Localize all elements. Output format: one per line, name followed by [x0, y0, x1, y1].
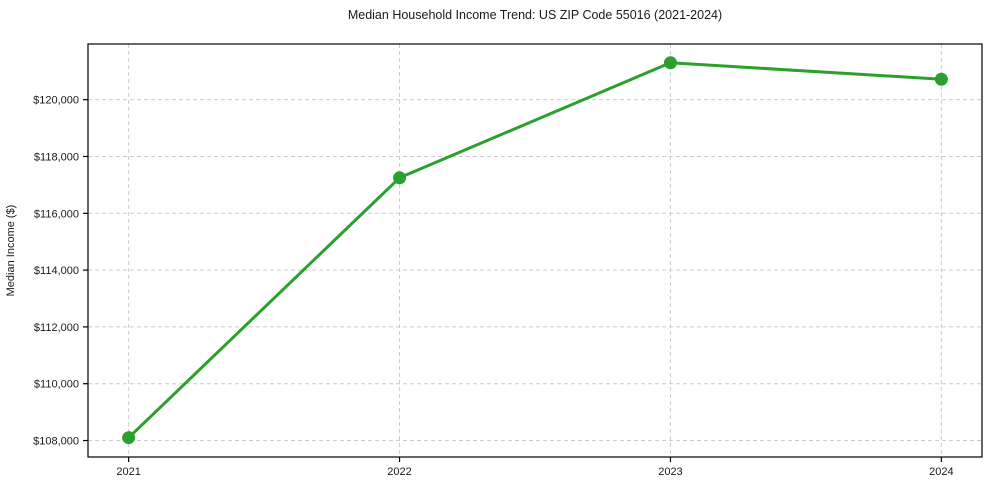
- income-trend-line: [127, 61, 943, 440]
- y-tick-label: $120,000: [33, 95, 79, 107]
- y-tick-label: $110,000: [34, 379, 79, 391]
- y-tick-label: $118,000: [34, 151, 79, 163]
- chart-title: Median Household Income Trend: US ZIP Co…: [347, 8, 723, 22]
- x-tick-label: 2023: [658, 466, 682, 478]
- data-point-marker: [934, 72, 948, 86]
- x-tick-label: 2022: [387, 466, 411, 478]
- data-point-marker: [122, 431, 136, 445]
- y-tick-label: $116,000: [34, 208, 79, 220]
- y-tick-label: $114,000: [34, 265, 79, 277]
- y-axis-label: Median Income ($): [5, 205, 17, 297]
- x-tick-label: 2021: [116, 466, 140, 478]
- x-tick-label: 2024: [929, 466, 953, 478]
- data-point-marker: [663, 56, 677, 70]
- data-point-marker: [393, 171, 407, 185]
- plot-border: [87, 43, 983, 458]
- y-tick-label: $112,000: [34, 322, 79, 334]
- y-tick-label: $108,000: [33, 436, 79, 448]
